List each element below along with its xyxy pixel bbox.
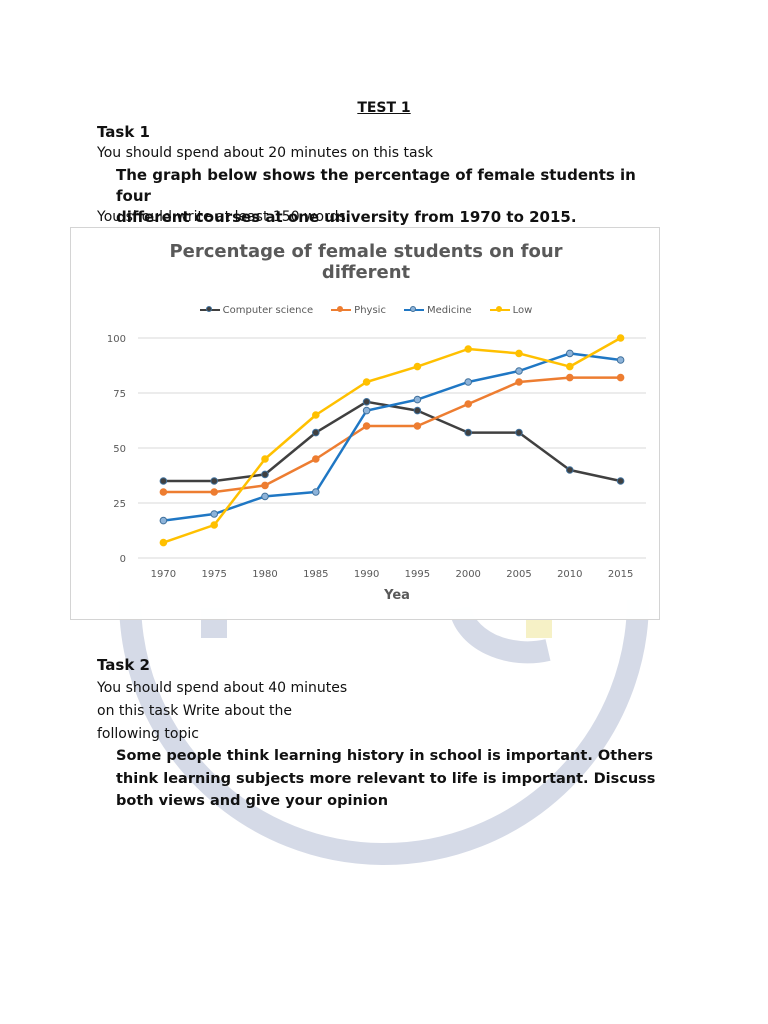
chart-title-line: different xyxy=(321,262,411,283)
x-tick-label: 1995 xyxy=(405,569,430,580)
data-point xyxy=(362,378,371,386)
x-tick-label: 2000 xyxy=(455,569,480,580)
x-tick-label: 2010 xyxy=(557,569,582,580)
task2-prompt-line: both views and give your opinion xyxy=(116,793,389,809)
legend-line-icon xyxy=(489,306,510,312)
chart-title: Percentage of female students on four di… xyxy=(131,241,601,283)
series-line xyxy=(163,376,621,494)
task2-instruction-line: following topic xyxy=(97,726,199,742)
data-point xyxy=(362,406,371,415)
legend-item: Physic xyxy=(331,305,386,316)
task1-prompt: The graph below shows the percentage of … xyxy=(116,165,656,228)
y-tick-label: 75 xyxy=(113,389,126,400)
data-point xyxy=(362,398,371,406)
data-point xyxy=(261,470,269,479)
legend-line-icon xyxy=(199,306,220,312)
data-point xyxy=(464,345,473,353)
legend-marker-icon xyxy=(409,306,416,312)
data-point xyxy=(616,356,625,364)
data-point xyxy=(515,378,523,386)
data-point xyxy=(210,510,218,518)
x-tick-label: 2005 xyxy=(506,569,531,580)
legend-line-icon xyxy=(331,306,352,312)
data-point xyxy=(261,455,269,463)
data-point xyxy=(261,492,269,501)
data-point xyxy=(159,488,168,496)
task2-instruction-line: on this task Write about the xyxy=(97,703,293,719)
y-tick-label: 0 xyxy=(120,554,126,565)
data-point xyxy=(210,488,218,496)
y-tick-label: 100 xyxy=(107,334,126,345)
task2-prompt: Some people think learning history in sc… xyxy=(116,745,672,813)
data-point xyxy=(312,488,320,496)
legend-line-icon xyxy=(403,306,424,312)
data-point xyxy=(413,422,422,430)
series-line xyxy=(163,352,621,522)
task2-prompt-line: think learning subjects more relevant to… xyxy=(116,770,656,787)
x-tick-label: 2015 xyxy=(608,569,633,580)
task1-instruction: You should spend about 20 minutes on thi… xyxy=(97,145,433,161)
data-point xyxy=(616,373,625,382)
series-line xyxy=(162,336,622,544)
chart-plot: 0 25 50 75 100 1970 1975 1980 1985 1990 1995 2000 20… xyxy=(89,323,646,603)
data-point xyxy=(515,428,523,437)
data-point xyxy=(464,400,473,408)
data-point xyxy=(159,477,168,485)
data-point xyxy=(210,477,218,485)
test-title: TEST 1 xyxy=(357,100,411,116)
data-point xyxy=(312,455,320,463)
legend-marker-icon xyxy=(337,306,344,312)
data-point xyxy=(515,367,523,375)
line-chart: 0 25 50 75 100 1970 1975 1980 1985 1990 1995 2000 20… xyxy=(70,227,660,620)
y-axis-label: Percentage of female students xyxy=(89,323,104,550)
task2-instruction-line: You should spend about 40 minutes xyxy=(97,680,348,696)
data-point xyxy=(312,411,320,419)
data-point xyxy=(566,349,574,358)
task2-prompt-line: Some people think learning history in sc… xyxy=(116,748,654,764)
x-tick-label: 1980 xyxy=(252,569,277,580)
chart-legend: Computer science Physic Medicine Low xyxy=(71,305,661,316)
data-point xyxy=(464,378,473,386)
x-tick-label: 1990 xyxy=(354,569,379,580)
legend-marker-icon xyxy=(205,306,212,312)
data-point xyxy=(413,362,422,371)
data-point xyxy=(616,477,625,485)
legend-label: Computer science xyxy=(222,305,314,316)
legend-item: Computer science xyxy=(199,305,314,316)
data-point xyxy=(464,428,473,437)
legend-item: Medicine xyxy=(403,305,472,316)
data-point xyxy=(312,428,320,437)
legend-item: Low xyxy=(489,305,533,316)
task1-prompt-line: different courses at one university from… xyxy=(116,208,577,226)
data-point xyxy=(413,406,422,415)
x-tick-label: 1970 xyxy=(151,569,176,580)
x-tick-label: 1985 xyxy=(303,569,328,580)
task1-word-count: You should write at least 150 words. xyxy=(97,209,351,225)
data-point xyxy=(566,362,574,371)
y-tick-label: 25 xyxy=(113,499,126,510)
legend-label: Physic xyxy=(354,305,386,316)
task1-title: Task 1 xyxy=(97,123,150,141)
x-axis-label: Yea xyxy=(383,588,410,603)
y-tick-label: 50 xyxy=(113,444,126,455)
data-point xyxy=(261,481,269,490)
data-point xyxy=(210,521,218,529)
legend-label: Low xyxy=(512,305,533,316)
task1-prompt-line: The graph below shows the percentage of … xyxy=(116,166,636,205)
data-point xyxy=(566,373,574,382)
data-point xyxy=(159,538,168,547)
data-point xyxy=(159,516,168,525)
task2-title: Task 2 xyxy=(97,656,150,674)
data-point xyxy=(413,395,422,404)
data-point xyxy=(566,466,574,474)
data-point xyxy=(616,334,625,342)
legend-label: Medicine xyxy=(426,305,472,316)
x-tick-label: 1975 xyxy=(201,569,226,580)
series-line xyxy=(163,400,621,483)
data-point xyxy=(362,422,371,430)
data-point xyxy=(515,349,523,358)
chart-title-line: Percentage of female students on four xyxy=(169,241,563,262)
legend-marker-icon xyxy=(495,306,502,312)
